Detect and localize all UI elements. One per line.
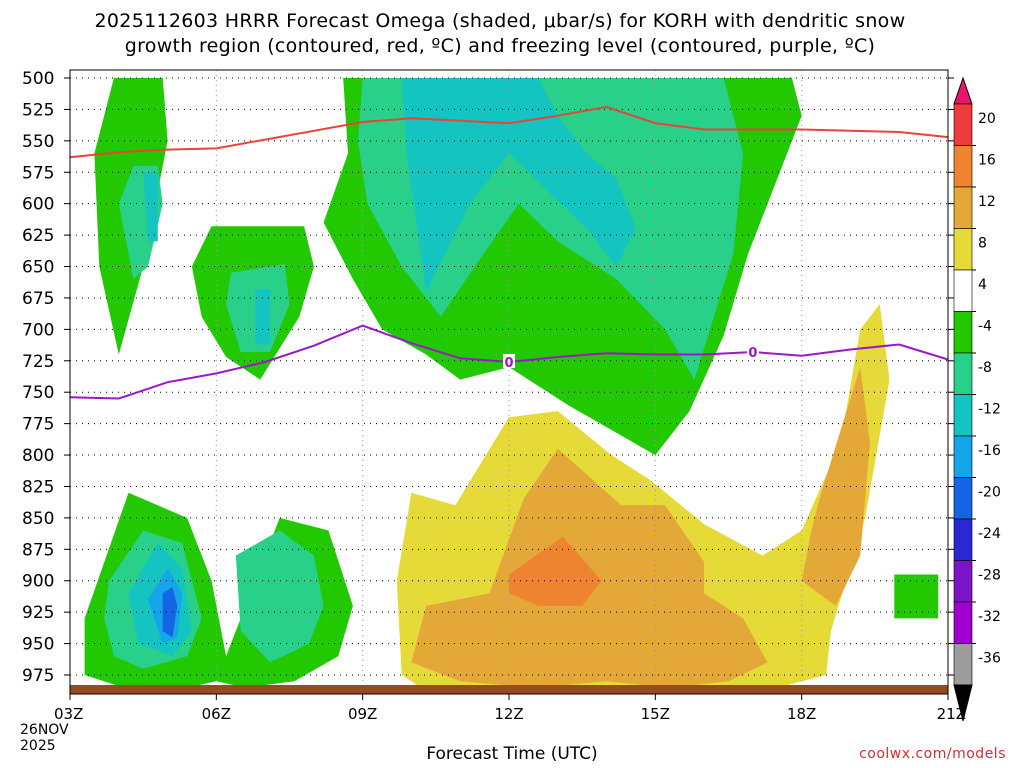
omega-region-2 — [143, 172, 158, 242]
colorbar-seg-8 — [953, 394, 973, 437]
colorbar-label-16: 16 — [978, 153, 996, 169]
y-axis: 500 525 550 575 600 625 650 675 700 725 750 775 800 8… — [22, 69, 954, 686]
colorbar-label-20: 20 — [978, 111, 996, 127]
x-axis-label: Forecast Time (UTC) — [426, 744, 598, 764]
colorbar-label--28: -28 — [978, 568, 1001, 584]
ytick-label-650: 650 — [22, 258, 54, 278]
chart-title-line-2: growth region (contoured, red, ºC) and f… — [124, 35, 876, 57]
colorbar-seg-1 — [953, 103, 973, 146]
ytick-label-950: 950 — [22, 635, 54, 655]
xtick-label-15Z: 15Z — [641, 705, 670, 723]
ytick-label-725: 725 — [22, 352, 54, 372]
date-label-year: 2025 — [20, 738, 56, 754]
colorbar-seg-11 — [953, 518, 973, 561]
ground-bar — [70, 685, 948, 694]
colorbar-seg-2 — [953, 145, 973, 188]
ytick-label-550: 550 — [22, 132, 54, 152]
colorbar-label--16: -16 — [978, 443, 1001, 459]
colorbar-bottom-arrow — [953, 684, 973, 722]
xtick-label-06Z: 06Z — [202, 705, 231, 723]
colorbar-label--20: -20 — [978, 485, 1001, 501]
ytick-label-975: 975 — [22, 666, 54, 686]
colorbar-label--32: -32 — [978, 609, 1001, 625]
ytick-label-875: 875 — [22, 540, 54, 560]
omega-region-14 — [235, 530, 324, 663]
omega-region-8 — [401, 78, 636, 292]
chart-title-line-1: 2025112603 HRRR Forecast Omega (shaded, … — [94, 10, 906, 32]
omega-region-15 — [894, 574, 939, 619]
colorbar-label-4: 4 — [978, 277, 987, 293]
date-label-day: 26NOV — [20, 722, 69, 738]
ytick-label-525: 525 — [22, 100, 54, 120]
source-credit: coolwx.com/models — [859, 746, 1006, 762]
contour-label-0: 0 — [504, 356, 513, 371]
contour-lines: 00 — [69, 105, 949, 400]
xtick-label-09Z: 09Z — [348, 705, 377, 723]
omega-region-5 — [255, 289, 270, 345]
contour-label-1: 0 — [748, 346, 757, 361]
ytick-label-775: 775 — [22, 415, 54, 435]
colorbar-seg-10 — [953, 477, 973, 520]
ytick-label-500: 500 — [22, 69, 54, 89]
contour-label-bg-1 — [746, 343, 759, 358]
omega-region-18 — [801, 367, 870, 606]
dgz-red-line — [69, 105, 949, 159]
omega-region-13 — [162, 587, 178, 638]
ytick-label-925: 925 — [22, 603, 54, 623]
colorbar-seg-5 — [953, 269, 973, 312]
xtick-label-12Z: 12Z — [494, 705, 523, 723]
xtick-label-18Z: 18Z — [787, 705, 816, 723]
colorbar-label--24: -24 — [978, 526, 1001, 542]
colorbar-label--36: -36 — [978, 651, 1001, 667]
ytick-label-825: 825 — [22, 477, 54, 497]
colorbar-top-arrow — [953, 76, 973, 105]
ytick-label-800: 800 — [22, 446, 54, 466]
xtick-label-03Z: 03Z — [54, 705, 83, 723]
colorbar-label-8: 8 — [978, 236, 987, 252]
ytick-label-625: 625 — [22, 226, 54, 246]
colorbar-seg-9 — [953, 435, 973, 478]
ytick-label-850: 850 — [22, 509, 54, 529]
colorbar-label--8: -8 — [978, 360, 992, 376]
ytick-label-600: 600 — [22, 195, 54, 215]
ytick-label-900: 900 — [22, 572, 54, 592]
colorbar-seg-12 — [953, 560, 973, 603]
contour-label-bg-0 — [503, 354, 515, 369]
ytick-label-575: 575 — [22, 163, 54, 183]
colorbar-label-12: 12 — [978, 194, 996, 210]
colorbar-seg-14 — [953, 643, 973, 686]
colorbar-seg-7 — [953, 352, 973, 395]
ytick-label-700: 700 — [22, 320, 54, 340]
colorbar-label--12: -12 — [978, 402, 1001, 418]
ytick-label-750: 750 — [22, 383, 54, 403]
colorbar-seg-13 — [953, 601, 973, 644]
colorbar: 20 16 12 8 4 -4 -8 -12 -16 -20 -24 -28 -32 -36 — [953, 76, 1001, 722]
x-axis: 03Z 06Z 09Z 12Z 15Z 18Z 21Z — [54, 694, 966, 723]
omega-region-19 — [509, 536, 602, 606]
xtick-label-21Z: 21Z — [937, 705, 966, 723]
colorbar-seg-3 — [953, 186, 973, 229]
grid-lines — [69, 70, 949, 684]
ytick-label-675: 675 — [22, 289, 54, 309]
colorbar-seg-6 — [953, 311, 973, 354]
colorbar-seg-4 — [953, 228, 973, 271]
colorbar-label--4: -4 — [978, 319, 992, 335]
